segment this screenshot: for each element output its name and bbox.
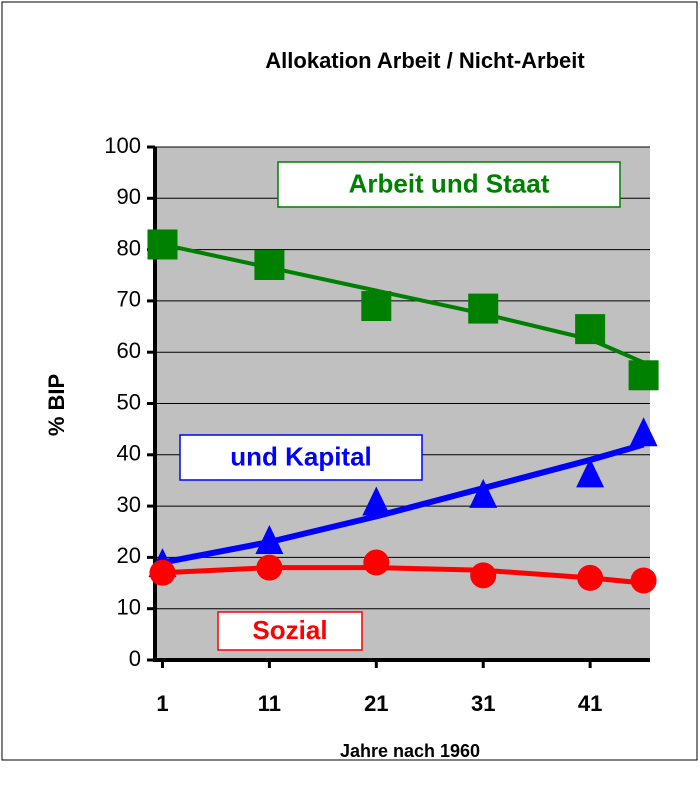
marker <box>468 293 499 324</box>
chart-title: Allokation Arbeit / Nicht-Arbeit <box>265 48 585 73</box>
y-tick-label: 80 <box>117 235 141 260</box>
series-label: Sozial <box>252 615 327 645</box>
y-axis-label: % BIP <box>44 374 69 436</box>
marker <box>575 314 606 345</box>
marker <box>361 291 392 322</box>
y-tick-label: 50 <box>117 389 141 414</box>
y-tick-label: 30 <box>117 492 141 517</box>
y-tick-label: 40 <box>117 441 141 466</box>
x-axis-label: Jahre nach 1960 <box>340 741 480 761</box>
marker <box>628 360 659 391</box>
y-tick-label: 10 <box>117 595 141 620</box>
trend-line <box>161 441 645 566</box>
y-tick-label: 0 <box>129 646 141 671</box>
series-label-box <box>179 434 423 481</box>
marker <box>576 458 605 488</box>
x-tick-label: 21 <box>364 691 388 716</box>
x-tick-label: 1 <box>156 691 168 716</box>
marker <box>470 562 497 589</box>
x-tick-label: 31 <box>471 691 495 716</box>
marker <box>254 249 285 280</box>
y-tick-label: 60 <box>117 338 141 363</box>
y-tick-label: 70 <box>117 287 141 312</box>
marker <box>577 564 604 591</box>
marker <box>469 478 498 508</box>
series-label-box <box>277 161 621 208</box>
marker <box>147 229 178 260</box>
x-tick-label: 11 <box>258 691 281 716</box>
marker <box>630 567 657 594</box>
y-tick-label: 100 <box>104 133 141 158</box>
y-tick-label: 20 <box>117 543 141 568</box>
series-label: und Kapital <box>230 441 372 471</box>
marker <box>629 417 658 447</box>
marker <box>363 549 390 576</box>
marker <box>362 486 391 516</box>
marker <box>256 554 283 581</box>
marker <box>255 525 284 555</box>
series-label-box <box>217 611 363 651</box>
marker <box>149 559 176 586</box>
series-label: Arbeit und Staat <box>349 168 550 198</box>
y-tick-label: 90 <box>117 184 141 209</box>
x-tick-label: 41 <box>578 691 602 716</box>
